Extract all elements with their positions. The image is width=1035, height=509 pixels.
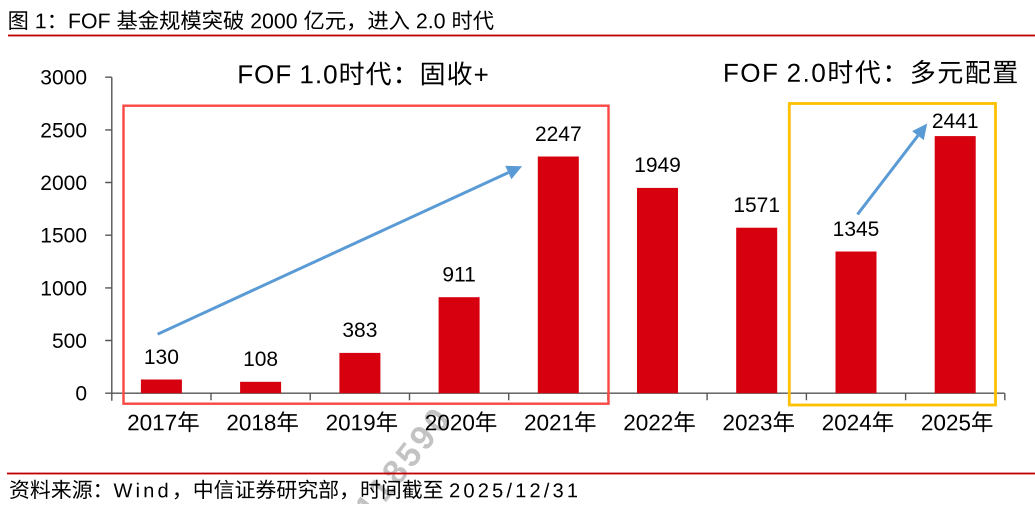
svg-text:383: 383 [342,319,377,342]
svg-text:130: 130 [144,346,179,369]
svg-text:108: 108 [243,348,278,371]
svg-text:1949: 1949 [634,154,681,177]
svg-text:2500: 2500 [40,119,87,142]
svg-text:2441: 2441 [932,110,979,133]
svg-text:0: 0 [75,383,87,406]
svg-text:1500: 1500 [40,225,87,248]
svg-text:1571: 1571 [733,194,780,217]
svg-text:2000: 2000 [40,172,87,195]
svg-text:500: 500 [52,330,87,353]
svg-text:3000: 3000 [40,67,87,90]
svg-text:1000: 1000 [40,277,87,300]
svg-text:1345: 1345 [833,218,880,241]
svg-text:911: 911 [442,264,475,287]
svg-text:2247: 2247 [535,123,582,146]
